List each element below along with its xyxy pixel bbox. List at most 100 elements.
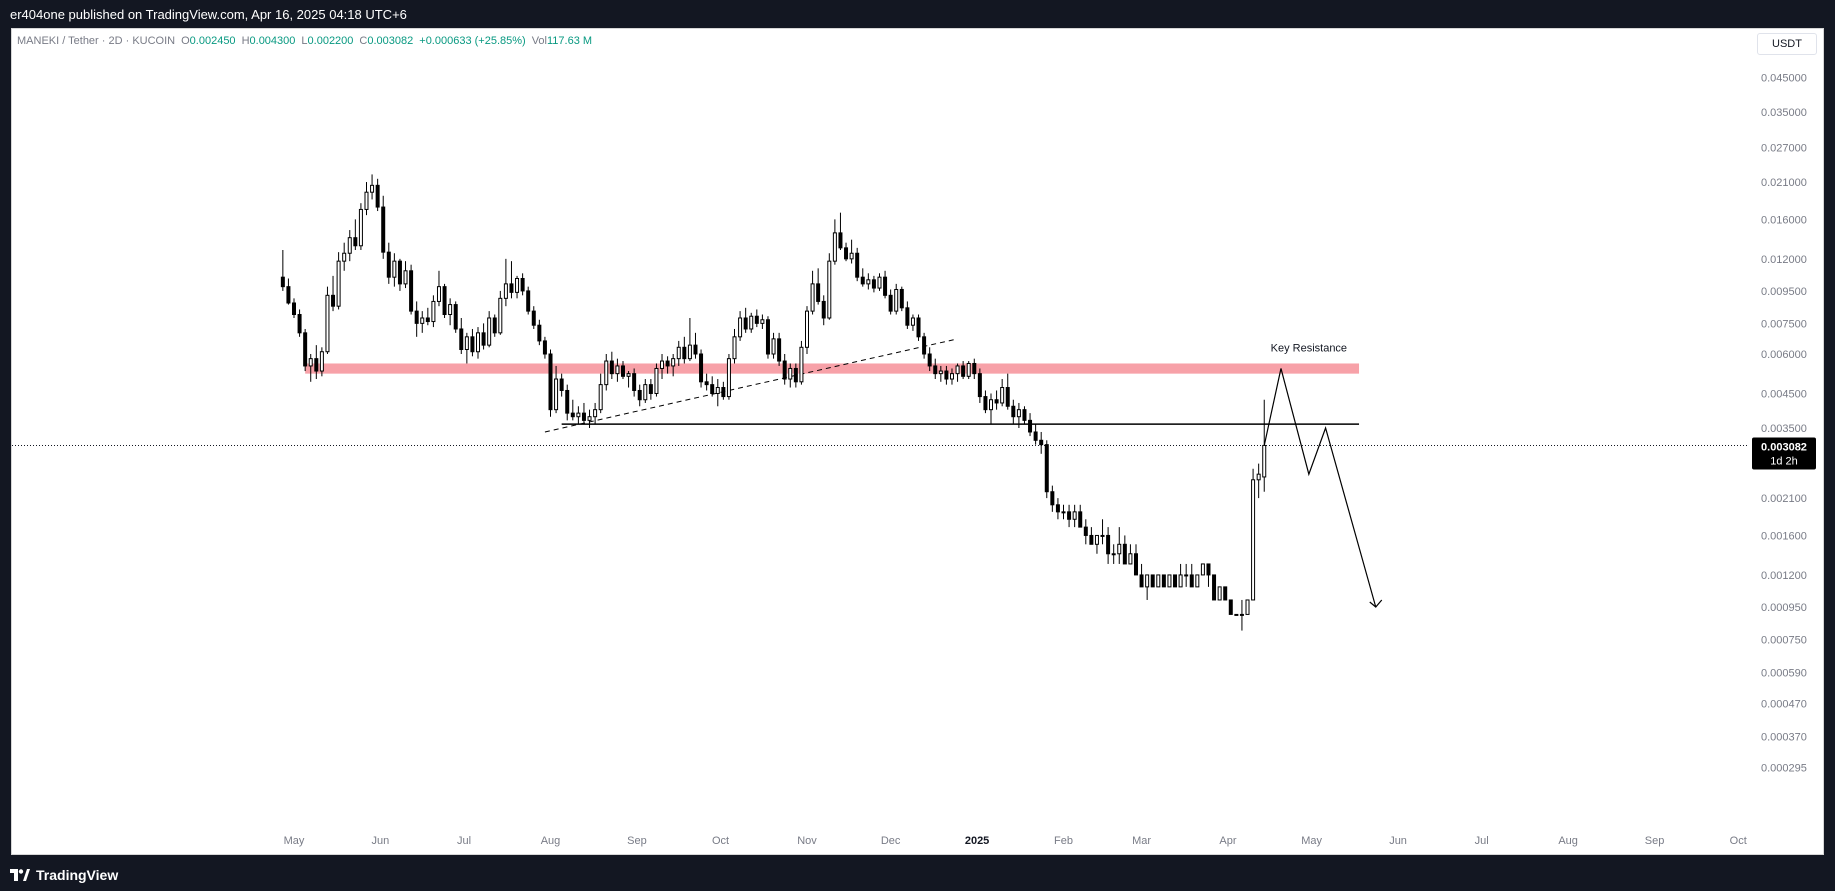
time-tick-label: Sep (1645, 835, 1665, 847)
candle-body (1212, 574, 1217, 601)
candle-body (414, 310, 419, 324)
candle-body (1072, 511, 1077, 520)
candle-body (1178, 574, 1183, 588)
candle-body (816, 283, 821, 302)
candle-body (799, 346, 804, 383)
candle-body (1028, 419, 1033, 433)
candle-body (771, 338, 776, 355)
price-tick-label: 0.000295 (1761, 763, 1807, 775)
candle-body (1022, 409, 1027, 421)
candle-body (615, 365, 620, 375)
price-tick-label: 0.006000 (1761, 349, 1807, 361)
time-tick-label: Jul (457, 835, 471, 847)
price-tick-label: 0.027000 (1761, 143, 1807, 155)
price-chart[interactable]: 0.0600000.0450000.0350000.0270000.021000… (12, 29, 1823, 854)
candle-body (358, 208, 363, 247)
price-tick-label: 0.003500 (1761, 423, 1807, 435)
close-label: C (359, 35, 368, 47)
candle-body (1128, 553, 1133, 565)
candle-body (581, 412, 586, 421)
candle-body (381, 206, 386, 253)
time-tick-label: Aug (541, 835, 561, 847)
candle-body (687, 344, 692, 360)
candle-body (877, 276, 882, 289)
candle-body (699, 353, 704, 383)
candle-body (1245, 599, 1250, 615)
candle-body (777, 338, 782, 362)
change-value: +0.000633 (+25.85%) (419, 35, 526, 47)
candle-body (754, 315, 759, 324)
candle-body (1050, 491, 1055, 506)
candle-body (470, 336, 475, 353)
candle-body (905, 307, 910, 326)
candle-body (933, 365, 938, 375)
candle-body (1122, 543, 1127, 565)
candle-body (292, 302, 296, 316)
candle-body (1033, 431, 1038, 441)
candle-body (844, 247, 849, 260)
candle-body (303, 332, 308, 367)
candle-body (392, 260, 397, 278)
candle-body (397, 260, 402, 285)
publisher-bar: er404one published on TradingView.com, A… (0, 0, 1835, 28)
candle-body (280, 276, 285, 288)
candle-body (436, 286, 441, 302)
close-value: 0.003082 (367, 35, 414, 47)
open-label: O (181, 35, 190, 47)
candle-body (922, 336, 927, 355)
dashed-trendline (544, 338, 958, 433)
candle-body (314, 358, 319, 372)
low-value: 0.002200 (307, 35, 354, 47)
chart-panel[interactable]: 0.0600000.0450000.0350000.0270000.021000… (11, 28, 1824, 855)
candle-body (453, 304, 458, 330)
candle-body (548, 353, 553, 411)
candle-body (832, 232, 837, 262)
candle-body (648, 384, 653, 394)
candle-body (464, 336, 469, 350)
candle-body (894, 288, 899, 312)
time-tick-label: Feb (1054, 835, 1073, 847)
candle-body (609, 360, 614, 375)
candle-body (1117, 543, 1122, 555)
price-tick-label: 0.035000 (1761, 107, 1807, 119)
candle-body (509, 283, 514, 293)
projection-arrowhead (1369, 599, 1383, 608)
published-text: er404one published on TradingView.com, A… (10, 6, 407, 22)
currency-selector[interactable]: USDT (1757, 33, 1817, 55)
price-tick-label: 0.001200 (1761, 570, 1807, 582)
candle-body (682, 346, 687, 360)
candle-body (1039, 439, 1044, 446)
candle-body (671, 358, 676, 367)
candle-body (442, 286, 447, 316)
symbol-name: MANEKI / Tether · 2D · KUCOIN (17, 35, 176, 47)
candle-body (1239, 613, 1244, 616)
price-tick-label: 0.000750 (1761, 634, 1807, 646)
time-tick-label: Jun (372, 835, 390, 847)
candle-body (838, 232, 843, 249)
candle-body (849, 252, 854, 260)
time-tick-label: Aug (1558, 835, 1578, 847)
high-label: H (241, 35, 250, 47)
candle-body (1078, 511, 1083, 528)
candle-body (760, 319, 765, 324)
candle-body (370, 184, 375, 193)
price-tick-label: 0.000470 (1761, 699, 1807, 711)
time-tick-label: Oct (712, 835, 729, 847)
candle-body (297, 314, 302, 334)
candle-body (403, 270, 408, 285)
candle-body (966, 362, 971, 377)
price-tick-label: 0.004500 (1761, 388, 1807, 400)
candle-body (871, 279, 876, 289)
candle-body (883, 276, 888, 296)
candle-body (308, 358, 313, 367)
candle-body (459, 328, 464, 350)
candle-body (676, 346, 681, 360)
candle-body (409, 270, 414, 312)
candle-body (961, 365, 966, 377)
candle-body (989, 399, 994, 411)
candle-body (325, 294, 330, 353)
candle-body (1139, 574, 1144, 588)
time-tick-label: May (284, 835, 305, 847)
time-tick-label: Sep (627, 835, 647, 847)
candle-body (364, 191, 369, 210)
